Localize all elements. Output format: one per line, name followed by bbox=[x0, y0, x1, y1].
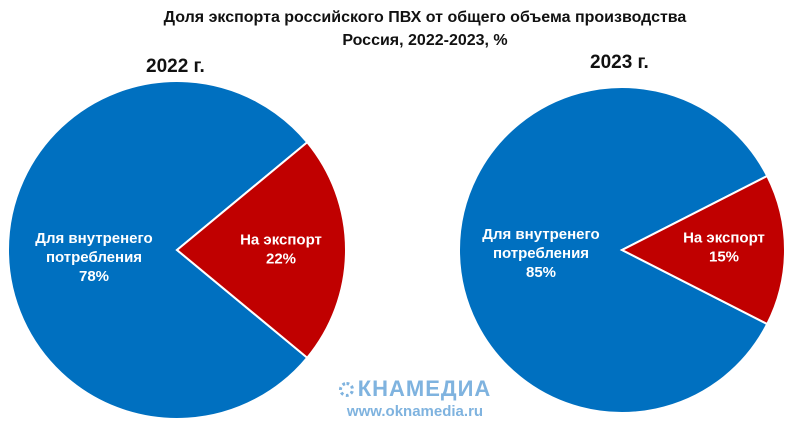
watermark-url: www.oknamedia.ru bbox=[346, 403, 484, 420]
pie-2023: Для внутренего потребления 85% На экспорт 15… bbox=[458, 86, 786, 414]
slice-export-label-0: На экспорт 22% bbox=[240, 232, 322, 268]
slice-export-label-line: 15% bbox=[709, 249, 739, 266]
watermark-logo: КНАМЕДИА bbox=[330, 376, 500, 402]
slice-export-label-line: На экспорт bbox=[683, 230, 765, 247]
watermark: КНАМЕДИА www.oknamedia.ru bbox=[330, 376, 500, 420]
slice-export-label-1: На экспорт 15% bbox=[683, 230, 765, 266]
slice-export-1 bbox=[619, 174, 786, 326]
slice-domestic-label-0: Для внутренего потребления 78% bbox=[35, 230, 152, 285]
pie-2022-title: 2022 г. bbox=[146, 56, 205, 77]
slice-export-0 bbox=[175, 140, 348, 360]
chart-title-line1: Доля экспорта российского ПВХ от общего … bbox=[163, 9, 687, 26]
pie-2022: Для внутренего потребления 78% На экспорт 22… bbox=[7, 80, 348, 420]
pie-2023-title: 2023 г. bbox=[590, 52, 649, 73]
slice-domestic-label-line: потребления bbox=[493, 245, 589, 262]
watermark-logo-text: КНАМЕДИА bbox=[357, 376, 492, 401]
slice-domestic-label-line: 85% bbox=[526, 264, 556, 281]
slice-export-label-line: На экспорт bbox=[240, 232, 322, 249]
slice-domestic-label-1: Для внутренего потребления 85% bbox=[482, 226, 599, 281]
chart-title: Доля экспорта российского ПВХ от общего … bbox=[0, 6, 800, 52]
slice-domestic-label-line: потребления bbox=[46, 249, 142, 266]
slice-domestic-label-line: 78% bbox=[79, 268, 109, 285]
slice-domestic-0 bbox=[7, 80, 309, 420]
slice-domestic-label-line: Для внутренего bbox=[482, 226, 599, 243]
chart-title-line2: Россия, 2022-2023, % bbox=[342, 32, 508, 49]
logo-ring-icon bbox=[338, 381, 354, 397]
slice-export-label-line: 22% bbox=[266, 251, 296, 268]
slice-domestic-label-line: Для внутренего bbox=[35, 230, 152, 247]
slice-domestic-1 bbox=[458, 86, 769, 414]
